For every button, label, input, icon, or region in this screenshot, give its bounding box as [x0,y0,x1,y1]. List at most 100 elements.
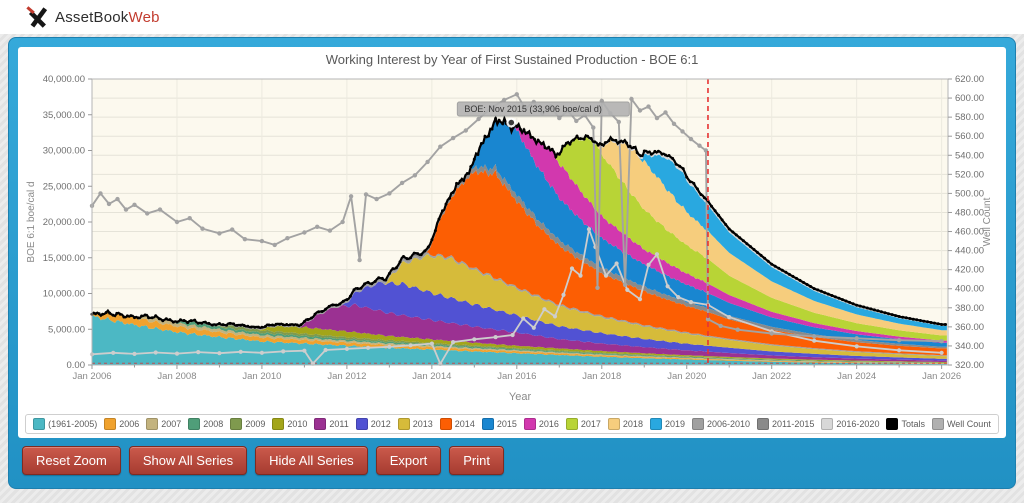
legend-item-2007[interactable]: 2007 [146,418,181,430]
legend-label: 2012 [370,419,391,429]
series-area-2006[interactable] [92,310,947,364]
legend-swatch [886,418,899,430]
legend-label: 2006-2010 [706,419,751,429]
svg-text:BOE: Nov 2015 (33,906 boe/cal: BOE: Nov 2015 (33,906 boe/cal d) [464,104,602,114]
svg-text:600.00: 600.00 [955,93,984,104]
svg-text:30,000.00: 30,000.00 [43,146,85,157]
series-area-2015[interactable] [92,118,947,347]
legend-label: Totals [901,419,925,429]
svg-text:Jan 2006: Jan 2006 [72,371,111,382]
svg-text:620.00: 620.00 [955,74,984,85]
legend-label: 2014 [454,419,475,429]
x-axis-title: Year [509,391,532,403]
legend-label: 2006 [119,419,140,429]
legend-swatch [314,418,327,430]
legend-item-2011[interactable]: 2011 [314,418,349,430]
legend-label: Well Count [946,419,991,429]
chart-tooltip: BOE: Nov 2015 (33,906 boe/cal d) [456,101,630,117]
svg-text:20,000.00: 20,000.00 [43,217,85,228]
print-button[interactable]: Print [449,446,504,475]
chart-canvas[interactable]: 0.00 5,000.00 10,000.00 15,000.00 20,000.00 2… [22,69,1002,413]
svg-text:Jan 2022: Jan 2022 [752,371,791,382]
legend-item-2006-2010[interactable]: 2006-2010 [691,418,751,430]
legend-item-2017[interactable]: 2017 [565,418,601,430]
legend-item-2006[interactable]: 2006 [104,418,139,430]
hover-point [506,117,517,128]
legend-swatch [757,418,770,430]
svg-text:Jan 2010: Jan 2010 [242,371,281,382]
legend-item-2012[interactable]: 2012 [355,418,391,430]
brand-accent: Web [128,8,160,26]
legend-item-2010[interactable]: 2010 [272,418,307,430]
show-all-series-button[interactable]: Show All Series [128,446,248,475]
legend-item-2008[interactable]: 2008 [188,418,223,430]
hide-all-series-button[interactable]: Hide All Series [255,446,368,475]
legend-item-2018[interactable]: 2018 [607,418,643,430]
series-area-2012[interactable] [92,281,947,361]
legend-swatch [397,418,410,430]
legend-swatch [607,418,620,430]
app-header: AssetBookWeb [0,0,1024,34]
legend-label: 2017 [580,419,601,429]
svg-text:Jan 2014: Jan 2014 [412,371,451,382]
legend-swatch [565,418,578,430]
svg-text:10,000.00: 10,000.00 [43,289,85,300]
svg-text:520.00: 520.00 [955,169,984,180]
legend-label: 2018 [622,419,643,429]
svg-text:340.00: 340.00 [955,341,984,352]
series-area-2013[interactable] [92,254,947,359]
y-axis-left-title: BOE 6:1 boe/cal d [26,181,37,262]
legend-swatch [523,418,536,430]
legend-swatch [33,418,46,430]
series-area-2011-2015[interactable] [92,163,947,349]
legend-item-totals[interactable]: Totals [886,418,925,430]
y-axis-right-title: Well Count [982,197,993,246]
legend-label: 2010 [287,419,308,429]
aux-gray-line[interactable] [89,225,944,366]
legend-label: 2015 [496,419,517,429]
legend-item-1961-2005[interactable]: (1961-2005) [33,418,97,430]
brand: AssetBookWeb [26,6,160,28]
svg-text:Jan 2018: Jan 2018 [582,371,621,382]
legend-label: (1961-2005) [48,419,98,429]
export-button[interactable]: Export [375,446,442,475]
svg-text:35,000.00: 35,000.00 [43,110,85,121]
svg-text:560.00: 560.00 [955,131,984,142]
svg-text:320.00: 320.00 [955,360,984,371]
chart-panel: Working Interest by Year of First Sustai… [8,37,1016,489]
legend-item-2015[interactable]: 2015 [481,418,517,430]
legend-label: 2011 [329,419,349,429]
legend-item-2009[interactable]: 2009 [230,418,265,430]
svg-text:Jan 2026: Jan 2026 [922,371,961,382]
legend-swatch [649,418,662,430]
svg-text:Jan 2012: Jan 2012 [327,371,366,382]
svg-text:460.00: 460.00 [955,227,984,238]
legend-item-2016-2020[interactable]: 2016-2020 [821,418,879,430]
brand-name: AssetBookWeb [55,9,160,26]
legend-item-2014[interactable]: 2014 [439,418,475,430]
legend-item-2019[interactable]: 2019 [649,418,685,430]
legend-swatch [272,418,285,430]
legend-item-2013[interactable]: 2013 [397,418,433,430]
axis-right: 320.00 340.00 360.00 380.00 400.00 420.00 440.… [948,74,984,371]
svg-text:Jan 2024: Jan 2024 [837,371,876,382]
reset-zoom-button[interactable]: Reset Zoom [22,446,121,475]
totals-line[interactable] [90,114,947,330]
legend-label: 2016 [538,419,559,429]
legend-item-2011-2015[interactable]: 2011-2015 [757,418,814,430]
assetbook-logo-icon [26,6,48,28]
svg-text:380.00: 380.00 [955,303,984,314]
series-area-2007[interactable] [92,310,947,364]
legend-label: 2007 [161,419,182,429]
legend-item-well-count[interactable]: Well Count [931,418,991,430]
svg-text:400.00: 400.00 [955,284,984,295]
series-area-2017[interactable] [92,118,947,341]
legend-swatch [188,418,201,430]
legend-swatch [146,418,159,430]
series-area-2019[interactable] [92,118,947,331]
chart-card: Working Interest by Year of First Sustai… [18,47,1006,438]
legend-item-2016[interactable]: 2016 [523,418,559,430]
legend-swatch [481,418,494,430]
series-area-2014[interactable] [92,169,947,356]
svg-text:440.00: 440.00 [955,246,984,257]
